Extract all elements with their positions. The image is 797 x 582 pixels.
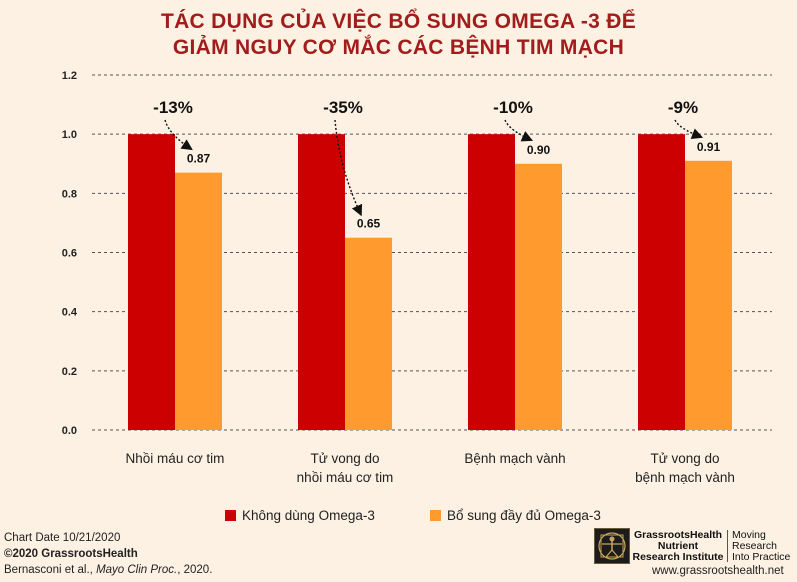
category-label: bệnh mạch vành <box>635 470 735 485</box>
chart-title-line-1: TÁC DỤNG CỦA VIỆC BỔ SUNG OMEGA -3 ĐỂ <box>160 10 637 33</box>
annotation-arrow <box>164 119 193 151</box>
annotation-arrow <box>334 119 363 217</box>
data-label: 0.91 <box>697 140 721 154</box>
category-label: nhồi máu cơ tim <box>297 470 394 485</box>
chart-title-line-2: GIẢM NGUY CƠ MẮC CÁC BỆNH TIM MẠCH <box>172 36 625 59</box>
y-tick-label: 0.2 <box>62 366 77 378</box>
legend-swatch <box>225 510 236 521</box>
logo-separator <box>727 530 728 562</box>
percent-annotation: -9% <box>668 98 698 117</box>
bar-series-1 <box>685 160 732 430</box>
bar-series-0 <box>128 134 175 430</box>
annotation-arrow <box>674 119 704 139</box>
legend-label: Không dùng Omega-3 <box>242 508 375 523</box>
y-tick-label: 0.8 <box>62 188 77 200</box>
bar-series-1 <box>175 172 222 430</box>
legend-label: Bổ sung đầy đủ Omega-3 <box>447 508 601 523</box>
data-label: 0.65 <box>357 217 381 231</box>
y-tick-label: 1.0 <box>62 129 77 141</box>
logo-name-line-3: Research Institute <box>632 551 724 563</box>
citation: Bernasconi et al., Mayo Clin Proc., 2020… <box>4 564 212 576</box>
y-tick-label: 0.0 <box>62 425 77 437</box>
chart-date: Chart Date 10/21/2020 <box>4 532 121 544</box>
bar-series-0 <box>298 134 345 430</box>
legend-swatch <box>430 510 441 521</box>
citation-journal: Mayo Clin Proc. <box>96 564 178 576</box>
copyright: ©2020 GrassrootsHealth <box>4 548 138 560</box>
category-label: Nhồi máu cơ tim <box>126 451 225 466</box>
bar-series-1 <box>345 237 392 430</box>
y-tick-label: 0.4 <box>62 307 78 319</box>
bar-series-1 <box>515 163 562 430</box>
y-tick-label: 1.2 <box>62 70 77 82</box>
y-tick-label: 0.6 <box>62 248 77 260</box>
percent-annotation: -13% <box>153 98 193 117</box>
vitruvian-figure-icon <box>598 532 626 560</box>
category-label: Tử vong do <box>310 451 379 466</box>
percent-annotation: -35% <box>323 98 363 117</box>
data-label: 0.90 <box>527 143 551 157</box>
data-label: 0.87 <box>187 152 211 166</box>
logo-tagline-line-1: Moving <box>732 529 766 541</box>
citation-authors: Bernasconi et al., <box>4 564 97 576</box>
logo-name-line-2: Nutrient <box>657 540 699 552</box>
percent-annotation: -10% <box>493 98 533 117</box>
category-label: Tử vong do <box>650 451 719 466</box>
bar-series-0 <box>638 134 685 430</box>
logo-tagline-line-3: Into Practice <box>732 551 791 563</box>
citation-year: , 2020. <box>177 564 213 576</box>
bar-series-0 <box>468 134 515 430</box>
annotation-arrow <box>504 119 534 142</box>
website-link[interactable]: www.grassrootshealth.net <box>652 565 784 577</box>
vitruvian-logo-icon <box>594 528 630 564</box>
category-label: Bệnh mạch vành <box>464 451 565 466</box>
logo-tagline-line-2: Research <box>732 540 777 552</box>
logo-name-line-1: GrassrootsHealth <box>633 529 723 541</box>
